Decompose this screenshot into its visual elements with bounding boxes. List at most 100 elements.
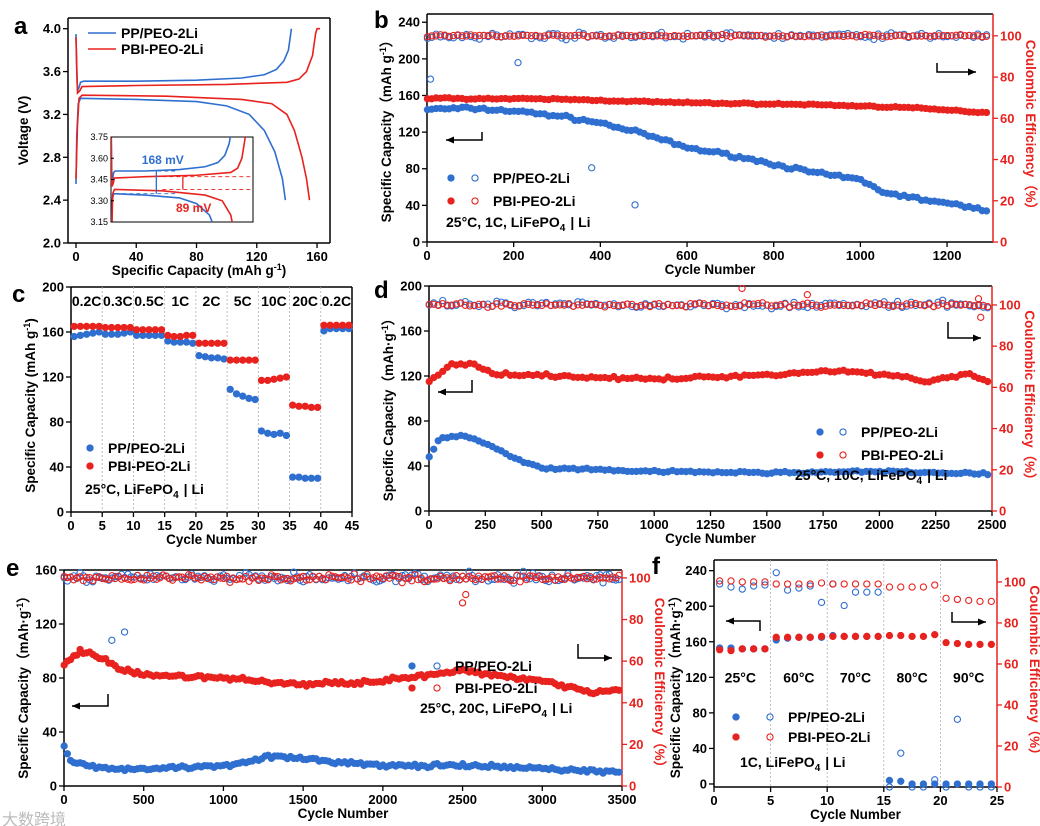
y-tick-label: 120 (685, 670, 707, 685)
x-tick-label: 500 (133, 792, 155, 807)
rate-label: 10C (261, 293, 287, 309)
x-tick-label: 160 (306, 249, 328, 264)
y-tick-label: 120 (35, 617, 57, 632)
y-axis-title: Specific Capacity（mAh·g-1） (15, 589, 31, 779)
ce-point (853, 301, 861, 309)
capacity-point (214, 339, 222, 347)
ce-point (974, 32, 982, 40)
ce-point (984, 303, 992, 311)
ce-point (718, 302, 726, 311)
ce-point (808, 301, 816, 310)
ce-point (618, 32, 627, 41)
capacity-point (851, 632, 860, 641)
y-axis-title-tail: ） (379, 34, 394, 48)
ce-point (805, 32, 813, 40)
ce-point (880, 301, 888, 309)
legend-marker-filled (408, 684, 416, 692)
y-tick-label: 80 (408, 414, 422, 429)
capacity-point (151, 326, 159, 334)
ce-point (610, 32, 618, 40)
x-tick-label: 500 (531, 517, 553, 532)
ce-point (511, 302, 519, 310)
y-right-axis-title: Coulombic Efficiency（%） (652, 598, 667, 774)
ce-point (649, 32, 657, 40)
y-right-axis-title: Coulombic Efficiency（%） (1022, 310, 1037, 486)
ce-point (939, 296, 947, 304)
ce-point (137, 575, 145, 583)
condition-label: 25°C, 20C, LiFePO4 | Li (420, 700, 572, 720)
ce-point (461, 301, 469, 309)
ce-point (902, 302, 911, 310)
ce-point (82, 573, 91, 582)
ce-point (727, 302, 735, 310)
y-right-axis-title: Coulombic Efficiency（%） (1023, 40, 1038, 216)
x-tick-label: 1000 (640, 517, 669, 532)
x-tick-label: 0 (423, 248, 430, 263)
ce-point (948, 300, 956, 308)
y-axis-title-text: Specific Capacity (mAh g (23, 331, 38, 493)
ce-point (280, 575, 288, 583)
ce-point (614, 301, 623, 310)
ce-point (817, 579, 826, 587)
capacity-point (987, 640, 995, 649)
y-axis-title-sup: -1 (378, 47, 388, 55)
capacity-point (307, 474, 316, 482)
x-tick-label: 1200 (933, 248, 962, 263)
ce-point (897, 583, 905, 591)
ce-point (893, 297, 902, 306)
ce-point (957, 301, 965, 309)
ce-point (657, 32, 666, 40)
ce-point (976, 597, 984, 606)
ce-point (270, 572, 279, 581)
capacity-point (434, 371, 442, 379)
condition-main: 25°C, 20C, LiFePO (420, 700, 542, 716)
capacity-point (817, 632, 826, 641)
ce-point (434, 301, 442, 310)
condition-main: 1C, LiFePO (740, 754, 815, 770)
ce-point (965, 596, 973, 605)
ce-point (449, 31, 458, 40)
ce-point (655, 302, 663, 310)
capacity-point (270, 375, 278, 383)
capacity-point (716, 646, 724, 654)
ce-point (653, 32, 661, 40)
y-tick-label: 120 (398, 125, 420, 140)
ce-point (704, 302, 713, 310)
ce-point (727, 577, 735, 585)
capacity-point (195, 351, 203, 360)
ce-point (696, 31, 705, 40)
ce-point (871, 299, 879, 307)
y-tick-label: 0 (413, 235, 420, 250)
ce-point (439, 296, 447, 305)
ce-point (637, 301, 645, 310)
y-axis-title-text: Specific Capacity（mAh·g (16, 611, 31, 779)
y-tick-label: 240 (685, 563, 707, 578)
capacity-point (257, 427, 266, 435)
arrow-left-axis (726, 620, 761, 631)
legend-label: PBI-PEO-2Li (108, 458, 190, 474)
capacity-point (70, 322, 78, 331)
ce-point (916, 301, 924, 309)
ce-point (569, 302, 578, 310)
ce-point (423, 33, 432, 41)
x-tick-label: 0 (425, 517, 432, 532)
y-tick-label: 80 (43, 671, 57, 686)
ce-point (502, 300, 510, 308)
ce-point (441, 31, 449, 39)
capacity-point (82, 322, 91, 331)
capacity-point (176, 332, 184, 341)
ce-point (657, 28, 666, 37)
ce-outlier-point (977, 313, 985, 321)
ce-point (475, 35, 484, 43)
ce-point (184, 571, 193, 579)
ce-point (670, 31, 679, 40)
ce-point (822, 33, 830, 41)
condition-label: 25°C, 1C, LiFePO4 | Li (446, 214, 591, 234)
capacity-point (89, 329, 97, 337)
capacity-point (232, 390, 241, 398)
y-right-tick-label: 40 (999, 421, 1013, 436)
ce-point (978, 33, 986, 41)
y-right-tick-label: 100 (999, 297, 1021, 312)
ce-point (296, 573, 304, 581)
condition-tail: | Li (825, 754, 845, 770)
